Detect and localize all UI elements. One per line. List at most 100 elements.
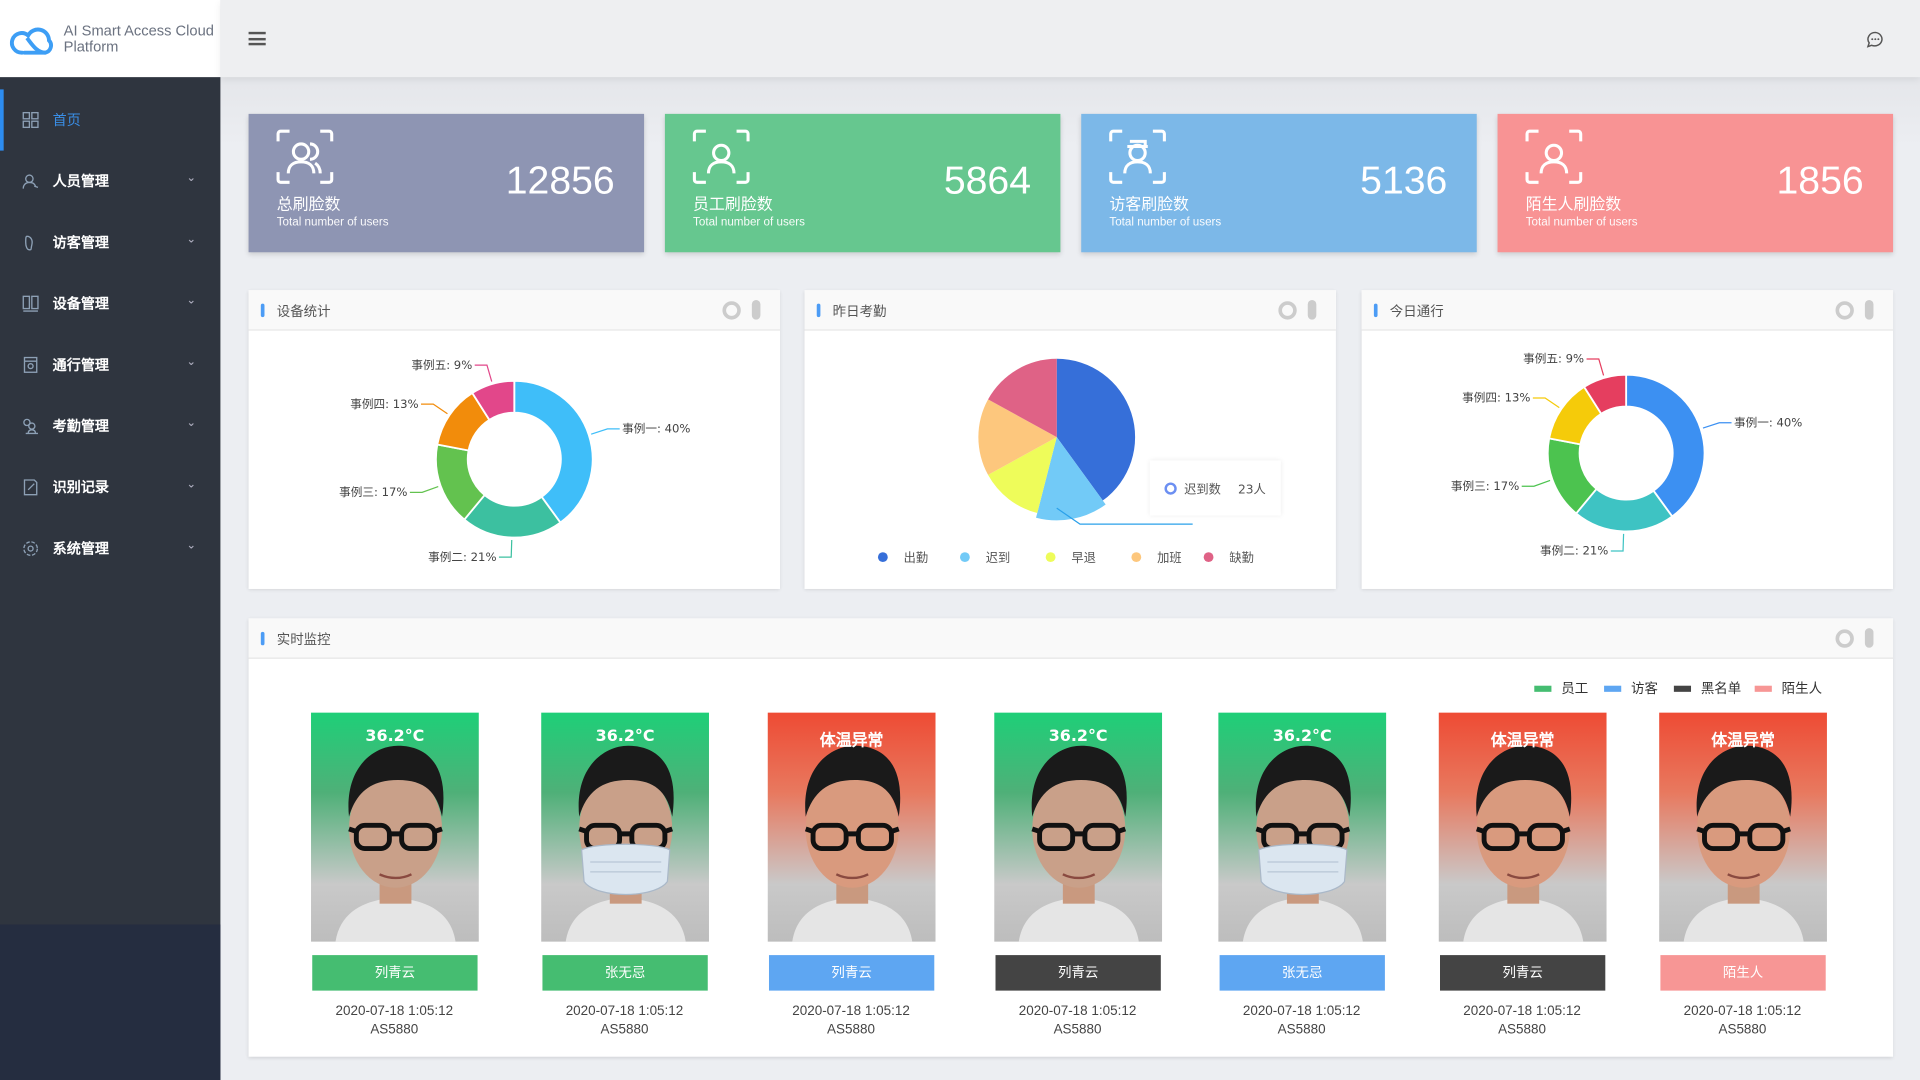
legend-marker[interactable]	[1045, 552, 1056, 563]
capture-time: 2020-07-18 1:05:12	[565, 1004, 684, 1019]
slice-label: 事例五: 9%	[411, 358, 472, 372]
temperature-label: 36.2°C	[595, 727, 655, 746]
label-leader-line	[421, 403, 448, 415]
legend-label[interactable]: 出勤	[904, 551, 928, 565]
face-capture[interactable]: 36.2°C	[311, 712, 479, 942]
sidebar-item-5[interactable]: 考勤管理 ⌄	[0, 396, 220, 457]
donut-slice[interactable]	[513, 379, 594, 524]
more-icon[interactable]	[751, 300, 761, 320]
attendance-icon	[22, 418, 39, 435]
sidebar-item-3[interactable]: 设备管理 ⌄	[0, 273, 220, 334]
donut-slice[interactable]	[471, 379, 516, 422]
refresh-icon[interactable]	[1278, 301, 1297, 320]
chevron-down-icon[interactable]: ⌄	[186, 233, 196, 247]
person-name-badge: 陌生人	[1660, 955, 1826, 991]
sidebar-item-7[interactable]: 系统管理 ⌄	[0, 518, 220, 579]
stat-sub: Total number of users	[693, 215, 805, 229]
pie-slice[interactable]	[978, 399, 1057, 475]
legend-label[interactable]: 加班	[1157, 551, 1181, 565]
person-name-badge: 列青云	[768, 955, 935, 991]
temperature-label: 体温异常	[1490, 732, 1555, 751]
refresh-icon[interactable]	[1835, 301, 1854, 320]
sidebar-item-1[interactable]: 人员管理 ⌄	[0, 151, 220, 212]
legend-swatch	[1534, 685, 1552, 692]
capture-info: 2020-07-18 1:05:12 AS5880	[1424, 1003, 1620, 1040]
chevron-down-icon[interactable]: ⌄	[186, 295, 196, 308]
face-photo	[335, 745, 456, 942]
temperature-label: 36.2°C	[1048, 727, 1108, 746]
visitor-face-icon	[1109, 129, 1166, 184]
stat-value: 5136	[1360, 157, 1448, 203]
sidebar-item-0[interactable]: 首页	[0, 89, 220, 151]
face-capture[interactable]: 36.2°C	[1218, 712, 1387, 942]
capture-time: 2020-07-18 1:05:12	[1242, 1004, 1361, 1019]
panel-title: 设备统计	[276, 303, 331, 320]
pie-slice[interactable]	[1056, 358, 1136, 501]
capture-info: 2020-07-18 1:05:12 AS5880	[980, 1003, 1176, 1040]
stat-card: 陌生人刷脸数 Total number of users 1856	[1497, 113, 1894, 253]
slice-label: 事例一: 40%	[622, 422, 690, 436]
sidebar-item-label: 系统管理	[52, 540, 109, 558]
chevron-down-icon[interactable]: ⌄	[186, 356, 196, 369]
stat-card: 访客刷脸数 Total number of users 5136	[1081, 113, 1477, 253]
hamburger-icon[interactable]	[248, 31, 266, 46]
legend-swatch	[1754, 685, 1772, 692]
more-icon[interactable]	[1864, 628, 1874, 648]
sidebar-item-2[interactable]: 访客管理 ⌄	[0, 212, 220, 273]
label-leader-line	[1532, 397, 1560, 409]
device-icon	[22, 295, 39, 312]
stat-value: 12856	[505, 157, 615, 203]
face-capture[interactable]: 体温异常	[767, 712, 936, 942]
sidebar-item-6[interactable]: 识别记录 ⌄	[0, 457, 220, 518]
donut-slice[interactable]	[1582, 373, 1628, 416]
face-capture[interactable]: 36.2°C	[994, 712, 1163, 942]
stat-sub: Total number of users	[1109, 215, 1222, 229]
face-capture[interactable]: 体温异常	[1438, 712, 1607, 942]
chevron-down-icon[interactable]: ⌄	[186, 478, 196, 492]
legend-label[interactable]: 迟到	[986, 551, 1010, 565]
legend-marker[interactable]	[1131, 552, 1142, 563]
chevron-down-icon[interactable]: ⌄	[186, 417, 196, 430]
face-capture[interactable]: 体温异常	[1659, 712, 1827, 942]
legend-marker[interactable]	[960, 552, 970, 563]
legend-label: 黑名单	[1700, 680, 1742, 697]
legend-marker[interactable]	[1203, 552, 1214, 563]
face-capture[interactable]: 36.2°C	[541, 712, 709, 942]
legend-swatch	[1604, 685, 1622, 692]
refresh-icon[interactable]	[722, 301, 741, 320]
pie-slice[interactable]	[988, 437, 1057, 514]
legend-marker[interactable]	[877, 552, 888, 563]
chevron-down-icon[interactable]: ⌄	[186, 172, 196, 185]
more-icon[interactable]	[1307, 300, 1317, 320]
chevron-down-icon[interactable]: ⌄	[186, 540, 196, 553]
stat-label: 陌生人刷脸数	[1525, 195, 1622, 215]
stat-card: 总刷脸数 Total number of users 12856	[248, 113, 645, 253]
label-leader-line	[590, 428, 620, 435]
donut-slice[interactable]	[1625, 373, 1706, 518]
capture-time: 2020-07-18 1:05:12	[1463, 1004, 1581, 1019]
device-id: AS5880	[1277, 1022, 1326, 1038]
label-leader-line	[1586, 358, 1605, 376]
pie-slice[interactable]	[988, 358, 1057, 438]
capture-time: 2020-07-18 1:05:12	[792, 1004, 910, 1019]
label-leader-line	[1702, 422, 1732, 429]
capture-time: 2020-07-18 1:05:12	[1018, 1004, 1137, 1019]
legend-swatch	[1673, 685, 1692, 692]
pie-slice[interactable]	[1036, 437, 1106, 521]
tooltip-marker-icon	[1164, 481, 1177, 495]
tooltip-value: 23人	[1237, 483, 1266, 498]
face-photo	[1242, 745, 1363, 942]
more-icon[interactable]	[1864, 300, 1874, 320]
chat-icon[interactable]	[1866, 31, 1884, 49]
legend-label: 陌生人	[1781, 680, 1823, 697]
sidebar-item-4[interactable]: 通行管理 ⌄	[0, 334, 220, 395]
label-leader-line	[1521, 479, 1551, 487]
legend-label[interactable]: 缺勤	[1229, 550, 1253, 565]
person-name-badge: 列青云	[1440, 955, 1606, 991]
user-icon	[22, 173, 39, 190]
device-id: AS5880	[1718, 1022, 1767, 1038]
legend-label[interactable]: 早退	[1071, 551, 1095, 565]
capture-info: 2020-07-18 1:05:12 AS5880	[296, 1003, 492, 1040]
refresh-icon[interactable]	[1835, 629, 1854, 648]
